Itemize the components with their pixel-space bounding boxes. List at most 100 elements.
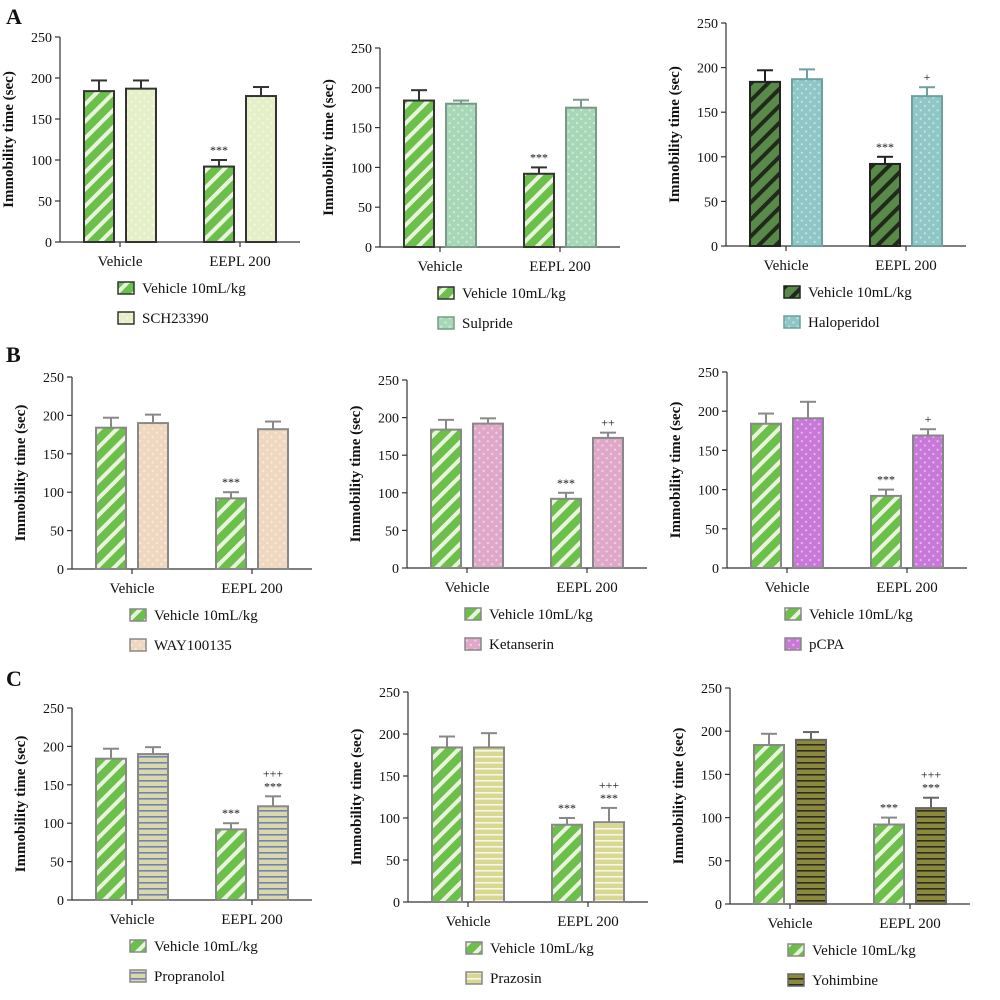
bar xyxy=(911,95,943,247)
y-tick-label: 0 xyxy=(365,241,372,256)
bar xyxy=(203,165,235,243)
y-tick-label: 50 xyxy=(704,195,718,210)
significance-label: *** xyxy=(222,806,240,820)
bar xyxy=(95,426,127,570)
y-tick-label: 50 xyxy=(38,195,52,210)
y-tick-label: 250 xyxy=(351,42,372,57)
significance-label: *** xyxy=(264,779,282,793)
bar xyxy=(403,99,435,249)
bar xyxy=(430,428,462,569)
legend-label: SCH23390 xyxy=(142,311,209,327)
bar xyxy=(749,80,781,248)
y-axis-label: Immobility time (sec) xyxy=(348,406,364,543)
significance-label: *** xyxy=(876,140,894,154)
y-axis-label: Immobility time (sec) xyxy=(13,736,29,873)
x-tick-label: EEPL 200 xyxy=(879,916,941,932)
x-tick-label: EEPL 200 xyxy=(876,580,938,596)
y-tick-label: 150 xyxy=(43,448,64,463)
y-tick-label: 200 xyxy=(698,405,719,420)
legend-label: Vehicle 10mL/kg xyxy=(142,281,246,297)
legend-label: Yohimbine xyxy=(812,973,878,989)
bar xyxy=(472,422,504,569)
y-tick-label: 150 xyxy=(43,779,64,794)
row-label-b: B xyxy=(6,342,21,367)
y-tick-label: 0 xyxy=(715,898,722,913)
legend-swatch xyxy=(787,973,805,987)
y-tick-label: 250 xyxy=(379,686,400,701)
y-tick-label: 150 xyxy=(697,106,718,121)
chart-panel-2: Immobility time (sec) 0 50 100 150 200 250 Vehi… xyxy=(321,42,620,332)
row-label-a: A xyxy=(6,4,22,29)
x-tick-label: Vehicle xyxy=(110,912,155,928)
y-tick-label: 150 xyxy=(701,768,722,783)
legend-swatch xyxy=(117,311,135,325)
legend-label: Ketanserin xyxy=(489,637,554,653)
significance-label: *** xyxy=(877,473,895,487)
bar xyxy=(445,102,477,248)
legend-swatch xyxy=(787,943,805,957)
bar xyxy=(473,746,505,903)
chart-panel-8: Immobility time (sec) 0 50 100 150 200 250 Vehi… xyxy=(349,686,648,987)
y-tick-label: 200 xyxy=(43,409,64,424)
legend-label: Vehicle 10mL/kg xyxy=(812,943,916,959)
legend-label: WAY100135 xyxy=(154,638,232,654)
significance-label: +++ xyxy=(599,778,620,792)
y-tick-label: 0 xyxy=(57,894,64,909)
y-tick-label: 200 xyxy=(31,72,52,87)
y-axis-label: Immobility time (sec) xyxy=(668,402,684,539)
row-label-c: C xyxy=(6,666,22,691)
y-axis-label: Immobility time (sec) xyxy=(321,79,337,216)
bar xyxy=(125,87,157,243)
chart-panel-3: Immobility time (sec) 0 50 100 150 200 250 Vehi… xyxy=(667,17,966,331)
bar xyxy=(523,172,555,249)
legend-swatch xyxy=(117,281,135,295)
legend-label: Vehicle 10mL/kg xyxy=(154,939,258,955)
y-axis-label: Immobility time (sec) xyxy=(667,66,683,203)
x-tick-label: EEPL 200 xyxy=(209,254,271,270)
bar xyxy=(750,422,782,569)
y-tick-label: 100 xyxy=(351,161,372,176)
y-tick-label: 0 xyxy=(393,896,400,911)
bar xyxy=(215,497,247,570)
bar xyxy=(915,807,947,906)
y-tick-label: 250 xyxy=(43,371,64,386)
bar xyxy=(95,757,127,901)
y-tick-label: 50 xyxy=(385,524,399,539)
y-tick-label: 100 xyxy=(701,812,722,827)
y-axis-label: Immobility time (sec) xyxy=(1,71,17,208)
bar xyxy=(551,823,583,903)
y-tick-label: 100 xyxy=(378,487,399,502)
legend-swatch xyxy=(437,316,455,330)
legend-label: Vehicle 10mL/kg xyxy=(154,608,258,624)
y-tick-label: 250 xyxy=(31,31,52,46)
bar xyxy=(257,805,289,902)
bar xyxy=(870,494,902,570)
x-tick-label: EEPL 200 xyxy=(875,258,937,274)
bar xyxy=(795,738,827,906)
legend-label: Vehicle 10mL/kg xyxy=(809,607,913,623)
bar xyxy=(245,95,277,244)
legend-swatch xyxy=(465,941,483,955)
legend-label: Prazosin xyxy=(490,971,542,987)
significance-label: +++ xyxy=(263,766,284,780)
bar xyxy=(137,753,169,902)
x-tick-label: Vehicle xyxy=(446,914,491,930)
y-tick-label: 0 xyxy=(45,236,52,251)
y-tick-label: 150 xyxy=(31,113,52,128)
legend-swatch xyxy=(464,637,482,651)
x-tick-label: EEPL 200 xyxy=(221,581,283,597)
x-tick-label: Vehicle xyxy=(98,254,143,270)
chart-panel-4: Immobility time (sec) 0 50 100 150 200 250 Vehi… xyxy=(13,371,312,654)
bar xyxy=(869,162,901,248)
bar xyxy=(593,821,625,904)
legend-label: Vehicle 10mL/kg xyxy=(489,607,593,623)
x-tick-label: Vehicle xyxy=(765,580,810,596)
bar xyxy=(431,746,463,903)
x-tick-label: EEPL 200 xyxy=(556,580,618,596)
y-tick-label: 250 xyxy=(701,682,722,697)
significance-label: *** xyxy=(922,781,940,795)
legend-swatch xyxy=(464,607,482,621)
chart-panel-6: Immobility time (sec) 0 50 100 150 200 250 Vehi… xyxy=(668,366,967,653)
legend-label: Haloperidol xyxy=(808,315,880,331)
